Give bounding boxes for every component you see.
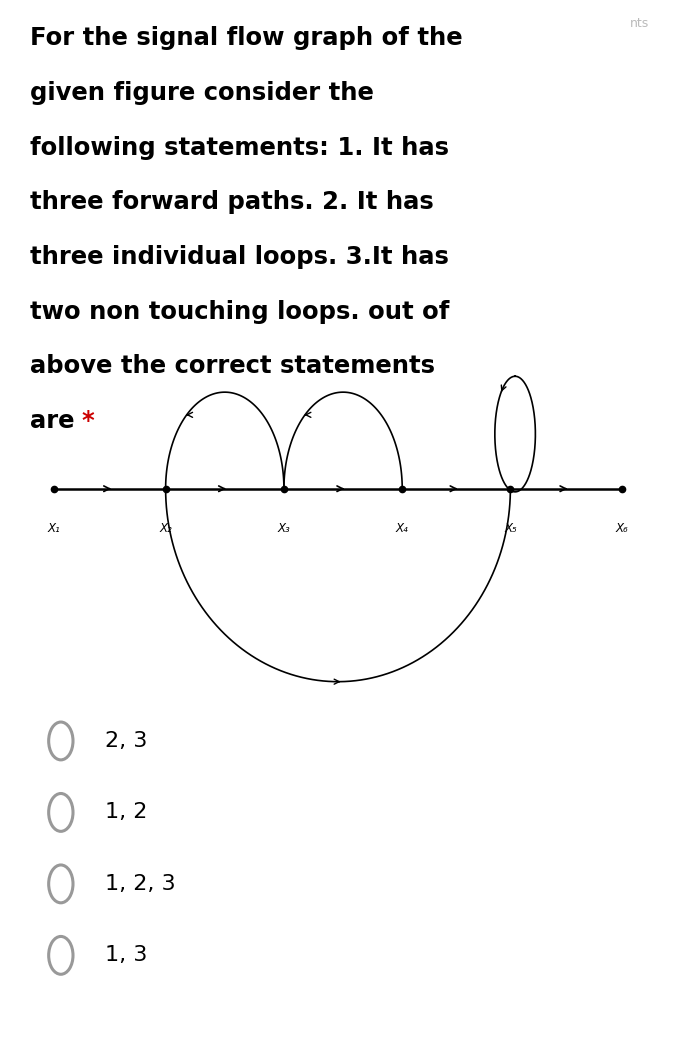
Text: above the correct statements: above the correct statements [30, 354, 435, 378]
Text: For the signal flow graph of the: For the signal flow graph of the [30, 26, 463, 50]
Text: X₁: X₁ [48, 522, 60, 535]
Text: X₂: X₂ [160, 522, 172, 535]
Text: *: * [81, 409, 94, 433]
Text: two non touching loops. out of: two non touching loops. out of [30, 300, 450, 324]
Text: given figure consider the: given figure consider the [30, 81, 375, 105]
Text: 1, 2, 3: 1, 2, 3 [105, 873, 175, 894]
Text: X₄: X₄ [396, 522, 408, 535]
Text: three forward paths. 2. It has: three forward paths. 2. It has [30, 190, 434, 214]
Text: three individual loops. 3.It has: three individual loops. 3.It has [30, 245, 450, 269]
Text: 2, 3: 2, 3 [105, 730, 147, 751]
Text: nts: nts [630, 17, 649, 29]
Text: X₃: X₃ [278, 522, 290, 535]
Text: 1, 3: 1, 3 [105, 945, 147, 966]
Text: X₅: X₅ [504, 522, 516, 535]
Text: are: are [30, 409, 75, 433]
Text: 1, 2: 1, 2 [105, 802, 147, 823]
Text: following statements: 1. It has: following statements: 1. It has [30, 136, 450, 160]
Text: X₆: X₆ [616, 522, 628, 535]
